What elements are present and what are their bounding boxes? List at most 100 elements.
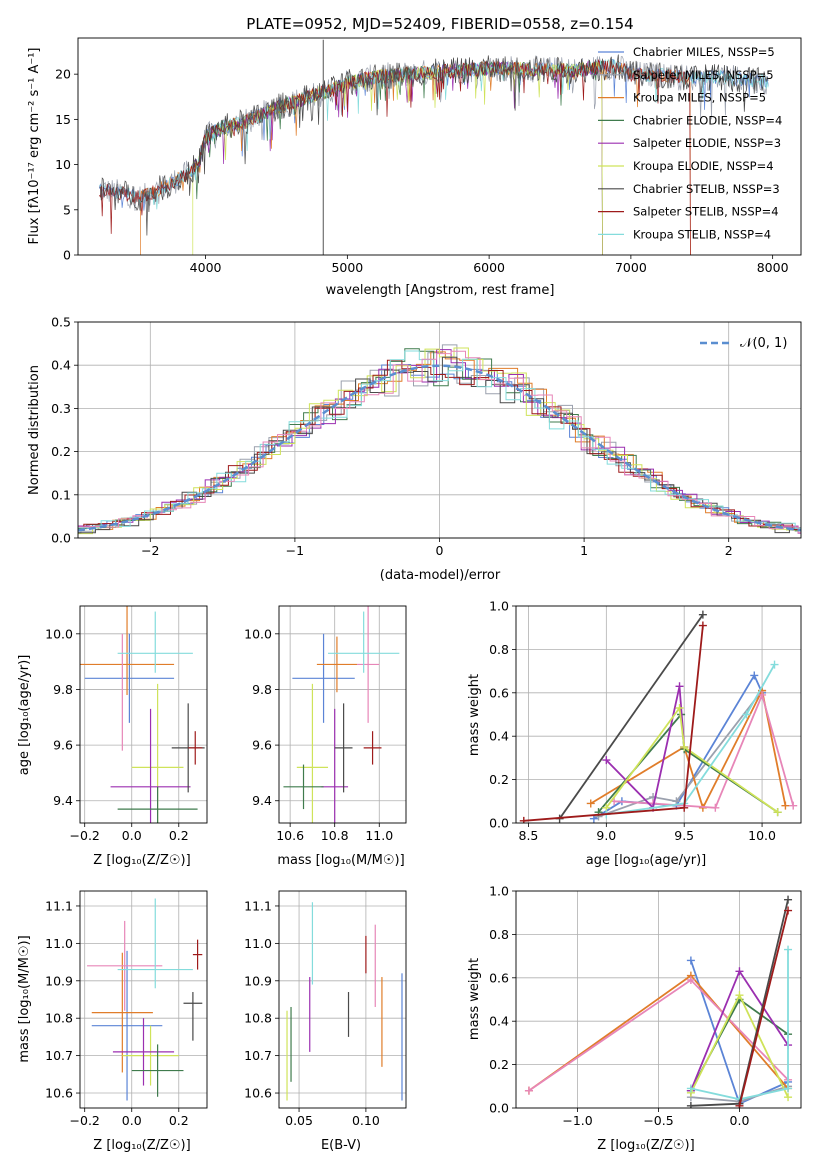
series-marker [686,975,695,984]
mZ-xlabel: Z [log₁₀(Z/Z☉)] [93,1138,190,1153]
y-tick-label: 0.4 [489,729,509,744]
y-tick-label: 10.0 [244,626,272,641]
spectrum-kr-miles-line [140,59,691,255]
point-ch-miles [292,633,355,723]
x-tick-label: 0.2 [169,1113,189,1128]
series-marker [602,756,611,765]
axes-frame [79,890,208,1109]
spectrum-panel: PLATE=0952, MJD=52409, FIBERID=0558, z=0… [27,15,802,298]
y-tick-label: 10 [55,157,71,172]
series-marker [519,816,528,823]
y-tick-label: 11.0 [244,936,272,951]
y-tick-label: 0.0 [489,1101,509,1116]
legend-label: Salpeter STELIB, NSSP=4 [633,205,779,219]
normal-legend-label: 𝒩(0, 1) [740,336,787,351]
axes-frame [278,605,407,824]
legend-label: Chabrier ELODIE, NSSP=4 [633,113,782,127]
x-tick-label: 1 [580,543,588,558]
legend-label: Kroupa ELODIE, NSSP=4 [633,159,774,173]
y-tick-label: 0.5 [51,315,71,330]
y-tick-label: 0.1 [51,487,71,502]
y-tick-label: 11.0 [45,936,73,951]
series-marker [781,801,790,810]
series-marker [711,803,720,812]
series-marker [735,967,744,976]
spectrum-kr-elodie-line [192,61,603,255]
plot-content [283,606,400,823]
point-extra-pink [356,606,380,723]
ageM-xlabel: mass [log₁₀(M/M☉)] [277,853,404,868]
mwZ-xlabel: Z [log₁₀(Z/Z☉)] [597,1138,694,1153]
series-extra-pink [524,975,793,1095]
y-tick-label: 0.6 [489,685,509,700]
plot-content [98,39,769,255]
point-extra-pink [87,920,163,1011]
y-tick-label: 0.2 [489,772,509,787]
y-tick-label: 5 [63,202,71,217]
series-marker [784,945,793,954]
mwAge-xlabel: age [log₁₀(age/yr)] [586,853,707,868]
x-tick-label: 0.2 [169,828,189,843]
point-kr-stelib [328,611,400,673]
hist-kr-miles-step [78,351,801,531]
y-tick-label: 0.3 [51,401,71,416]
series-line [605,705,779,813]
point-ch-elodie [131,1044,184,1097]
y-tick-label: 1.0 [489,884,509,899]
axes-frame [77,37,802,256]
y-tick-label: 10.9 [244,973,272,988]
series-marker [735,991,744,1000]
mwZ-ylabel: mass weight [467,958,482,1040]
ageZ-ylabel: age [log₁₀(age/yr)] [17,655,32,776]
axes-frame [79,605,208,824]
mwAge-ylabel: mass weight [467,674,482,756]
series-kr-elodie [686,991,793,1102]
x-tick-label: 0 [436,543,444,558]
y-tick-label: 9.4 [53,793,73,808]
point-ch-elodie [283,764,324,810]
x-tick-label: 0.0 [122,828,142,843]
y-tick-label: 9.4 [252,793,272,808]
point-ch-miles [91,950,163,1101]
point-ch-miles [84,633,175,723]
point-ch-stelib [334,703,353,793]
plot-content [87,898,203,1101]
point-sa-elodie [110,708,191,823]
y-tick-label: 9.8 [252,682,272,697]
spectrum-title: PLATE=0952, MJD=52409, FIBERID=0558, z=0… [246,15,633,33]
series-marker [675,682,684,691]
series-marker [742,710,751,719]
y-tick-label: 0.0 [489,816,509,831]
age-vs-Z-panel: −0.2 0.0 0.2 9.4 9.6 9.8 10.0 [45,605,208,843]
series-marker [686,956,695,965]
series-marker [750,671,759,680]
x-tick-label: −0.2 [70,828,100,843]
y-tick-label: 20 [55,67,71,82]
legend-label: Salpeter ELODIE, NSSP=3 [633,136,781,150]
mass-weight-vs-age-panel: 8.5 9.0 9.5 10.0 0.0 0.2 0.4 0.6 0.8 1.0 [489,599,802,843]
y-tick-label: 10.7 [244,1048,272,1063]
y-tick-label: 9.6 [252,738,272,753]
series-marker [686,1084,695,1093]
series-line [558,614,704,820]
x-tick-label: 8.5 [519,828,539,843]
point-kr-elodie [122,1025,179,1086]
plot-content [519,610,798,823]
axes-frame [77,321,802,539]
legend-label: Chabrier STELIB, NSSP=3 [633,182,780,196]
mass-vs-Z-panel: −0.2 0.0 0.2 10.6 10.7 10.8 10.9 11.0 11.1 [45,890,208,1128]
residuals-ylabel: Normed distribution [27,365,42,495]
residuals-legend: 𝒩(0, 1) [700,336,787,351]
point-kr-elodie [131,683,184,823]
y-tick-label: 0 [63,248,71,263]
x-tick-label: −1.0 [562,1113,592,1128]
series-marker [524,1086,533,1095]
series-kr-stelib [602,660,779,819]
spectrum-ch-stelib-line [99,54,769,236]
series-sa-stelib [735,906,793,1108]
series-marker [770,660,779,669]
point-kr-miles [91,952,153,1073]
ageZ-xlabel: Z [log₁₀(Z/Z☉)] [93,853,190,868]
x-tick-label: 2 [725,543,733,558]
x-tick-label: 0.0 [730,1113,750,1128]
